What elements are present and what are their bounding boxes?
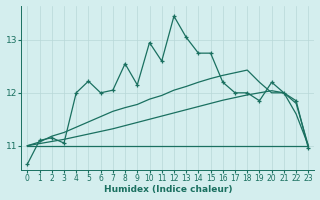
X-axis label: Humidex (Indice chaleur): Humidex (Indice chaleur) (104, 185, 232, 194)
